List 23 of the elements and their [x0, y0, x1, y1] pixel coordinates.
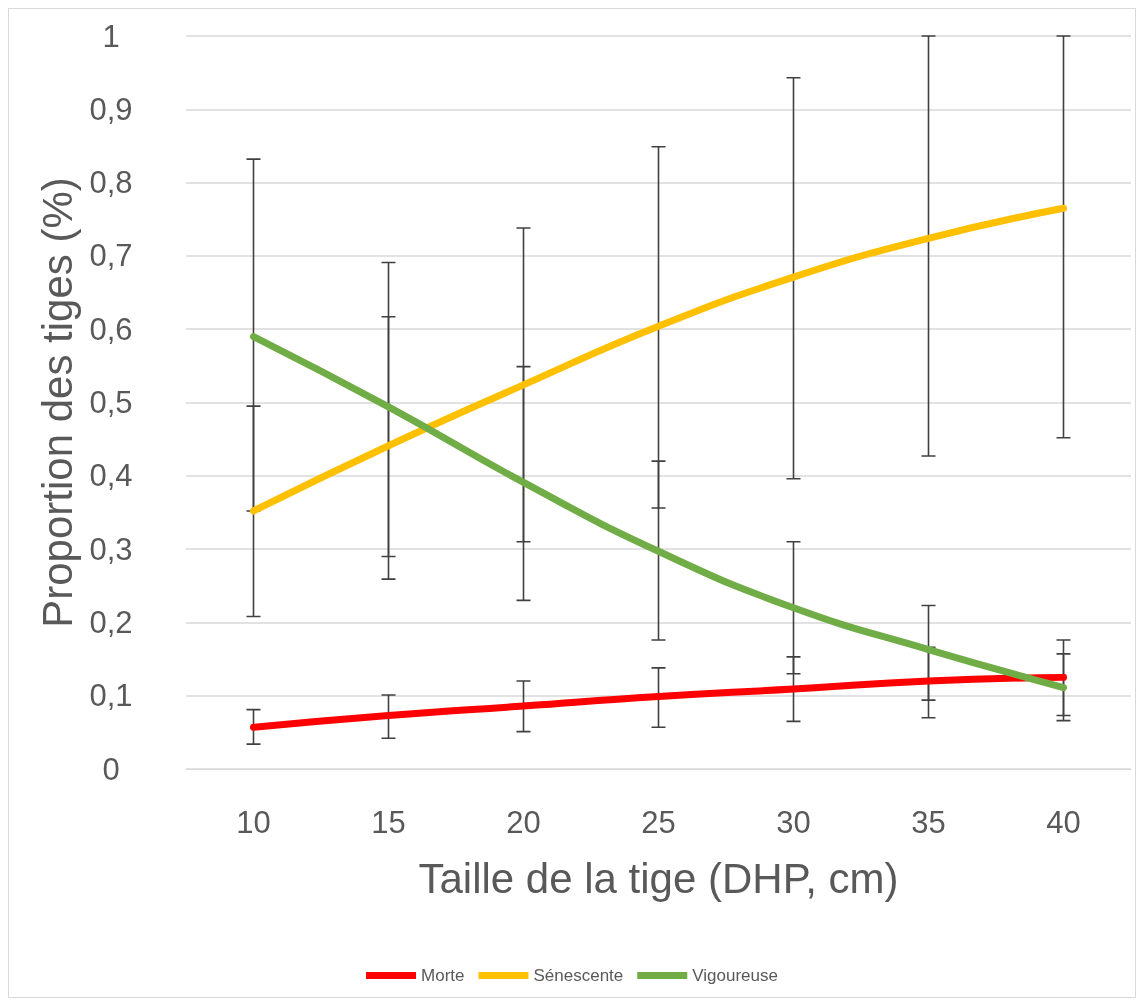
x-tick-label: 40: [1046, 805, 1081, 840]
y-tick-label: 1: [102, 18, 120, 54]
y-axis-title: Proportion des tiges (%): [33, 177, 81, 628]
y-tick-label: 0,4: [89, 458, 133, 494]
legend-label: Morte: [421, 966, 465, 985]
y-tick-label: 0,8: [89, 165, 133, 201]
x-tick-label: 35: [911, 805, 946, 840]
y-tick-label: 0,5: [89, 385, 133, 420]
x-tick-label: 15: [371, 805, 406, 840]
y-tick-label: 0,9: [89, 91, 133, 127]
y-tick-label: 0: [102, 751, 120, 787]
x-axis-title: Taille de la tige (DHP, cm): [418, 854, 899, 902]
y-tick-label: 0,3: [89, 531, 133, 567]
x-tick-label: 30: [776, 805, 811, 840]
legend-label: Sénescente: [533, 966, 624, 985]
y-tick-label: 0,1: [89, 678, 133, 714]
y-tick-label: 0,6: [89, 311, 133, 347]
x-tick-label: 10: [236, 805, 271, 840]
legend-label: Vigoureuse: [692, 966, 778, 985]
x-tick-label: 25: [641, 805, 676, 840]
y-tick-label: 0,7: [89, 238, 133, 274]
y-tick-label: 0,2: [89, 604, 133, 640]
x-tick-label: 20: [506, 805, 541, 840]
